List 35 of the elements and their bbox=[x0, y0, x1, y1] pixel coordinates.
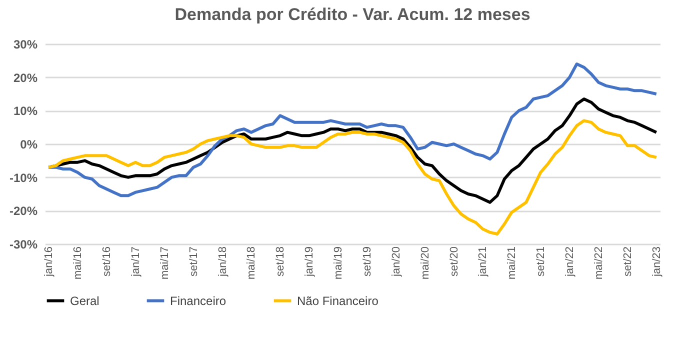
legend-label: Financeiro bbox=[170, 294, 226, 308]
legend-label: Não Financeiro bbox=[297, 294, 379, 308]
x-tick-label: jan/20 bbox=[390, 246, 402, 278]
x-tick-label: mai/16 bbox=[72, 246, 84, 280]
y-tick-label: 10% bbox=[13, 104, 38, 118]
x-tick-label: set/16 bbox=[101, 246, 113, 276]
x-tick-label: mai/22 bbox=[593, 246, 605, 280]
x-tick-label: jan/17 bbox=[130, 246, 142, 278]
y-tick-label: -30% bbox=[9, 238, 38, 252]
x-tick-label: jan/18 bbox=[216, 246, 229, 278]
x-tick-label: mai/21 bbox=[506, 246, 518, 280]
x-tick-label: jan/16 bbox=[43, 246, 56, 278]
x-tick-label: set/21 bbox=[535, 246, 548, 276]
y-tick-label: 0% bbox=[20, 138, 38, 152]
y-tick-label: -20% bbox=[9, 204, 38, 218]
x-tick-label: jan/22 bbox=[564, 246, 576, 278]
x-tick-label: set/20 bbox=[448, 246, 460, 276]
x-tick-label: mai/19 bbox=[332, 246, 345, 280]
x-tick-label: set/17 bbox=[188, 246, 200, 276]
x-tick-label: jan/23 bbox=[650, 246, 663, 278]
x-tick-label: jan/19 bbox=[304, 246, 316, 278]
x-tick-label: jan/21 bbox=[477, 246, 490, 278]
x-tick-label: set/18 bbox=[274, 246, 287, 276]
line-series bbox=[47, 119, 658, 236]
y-tick-label: 20% bbox=[13, 70, 38, 85]
x-tick-label: set/22 bbox=[622, 246, 634, 276]
x-tick-label: mai/17 bbox=[158, 246, 171, 280]
line-series bbox=[47, 62, 658, 198]
legend-label: Geral bbox=[70, 294, 100, 308]
x-tick-label: set/19 bbox=[361, 246, 374, 276]
y-tick-label: 30% bbox=[13, 38, 38, 52]
x-tick-label: mai/20 bbox=[419, 246, 432, 280]
x-tick-label: mai/18 bbox=[246, 246, 258, 280]
chart-title: Demanda por Crédito - Var. Acum. 12 meses bbox=[174, 5, 530, 24]
y-tick-label: -10% bbox=[9, 170, 38, 185]
